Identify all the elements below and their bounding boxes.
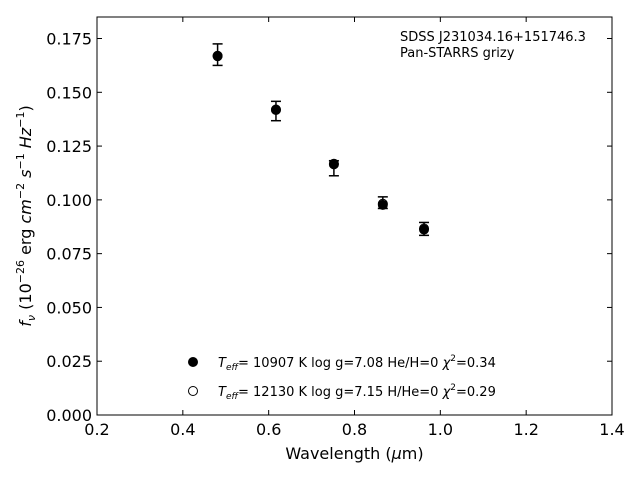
annotation: SDSS J231034.16+151746.3 Pan-STARRS griz… xyxy=(400,30,586,61)
y-tick-label: 0.000 xyxy=(46,406,92,425)
model-point-open xyxy=(419,223,430,234)
x-tick-label: 0.8 xyxy=(342,420,367,439)
legend: Teff= 10907 K log g=7.08 He/H=0 χ2=0.34 … xyxy=(188,354,496,402)
x-tick-label: 0.6 xyxy=(256,420,281,439)
annotation-line-1: SDSS J231034.16+151746.3 xyxy=(400,30,586,45)
axis-ticks: 0.2 0.4 0.6 0.8 1.0 1.2 1.4 0.000 0.025 0.050 0.07… xyxy=(46,17,625,439)
y-tick-label: 0.050 xyxy=(46,298,92,317)
data-marks xyxy=(212,43,430,237)
y-tick-label: 0.150 xyxy=(46,83,92,102)
plot-area xyxy=(96,16,613,416)
y-axis-label: fν (10−26 erg cm−2 s−1 Hz−1) xyxy=(14,105,38,326)
legend-entry-2: Teff= 12130 K log g=7.15 H/He=0 χ2=0.29 xyxy=(218,383,496,402)
x-tick-label: 1.0 xyxy=(428,420,453,439)
x-tick-label: 0.2 xyxy=(84,420,109,439)
y-tick-label: 0.025 xyxy=(46,352,92,371)
y-tick-label: 0.175 xyxy=(46,30,92,49)
x-tick-label: 1.2 xyxy=(513,420,538,439)
x-tick-label: 1.4 xyxy=(599,420,624,439)
model-point-open xyxy=(270,104,281,115)
y-tick-label: 0.100 xyxy=(46,191,92,210)
legend-marker-open xyxy=(188,386,198,396)
y-tick-label: 0.075 xyxy=(46,245,92,264)
legend-marker-filled xyxy=(188,357,198,367)
annotation-line-2: Pan-STARRS grizy xyxy=(400,46,515,61)
x-axis-label: Wavelength (μm) xyxy=(285,444,423,463)
model-point-open xyxy=(328,158,339,169)
model-point-open xyxy=(377,198,388,209)
y-tick-label: 0.125 xyxy=(46,137,92,156)
x-tick-label: 0.4 xyxy=(170,420,195,439)
model-point-open xyxy=(212,51,223,62)
legend-entry-1: Teff= 10907 K log g=7.08 He/H=0 χ2=0.34 xyxy=(218,354,496,373)
